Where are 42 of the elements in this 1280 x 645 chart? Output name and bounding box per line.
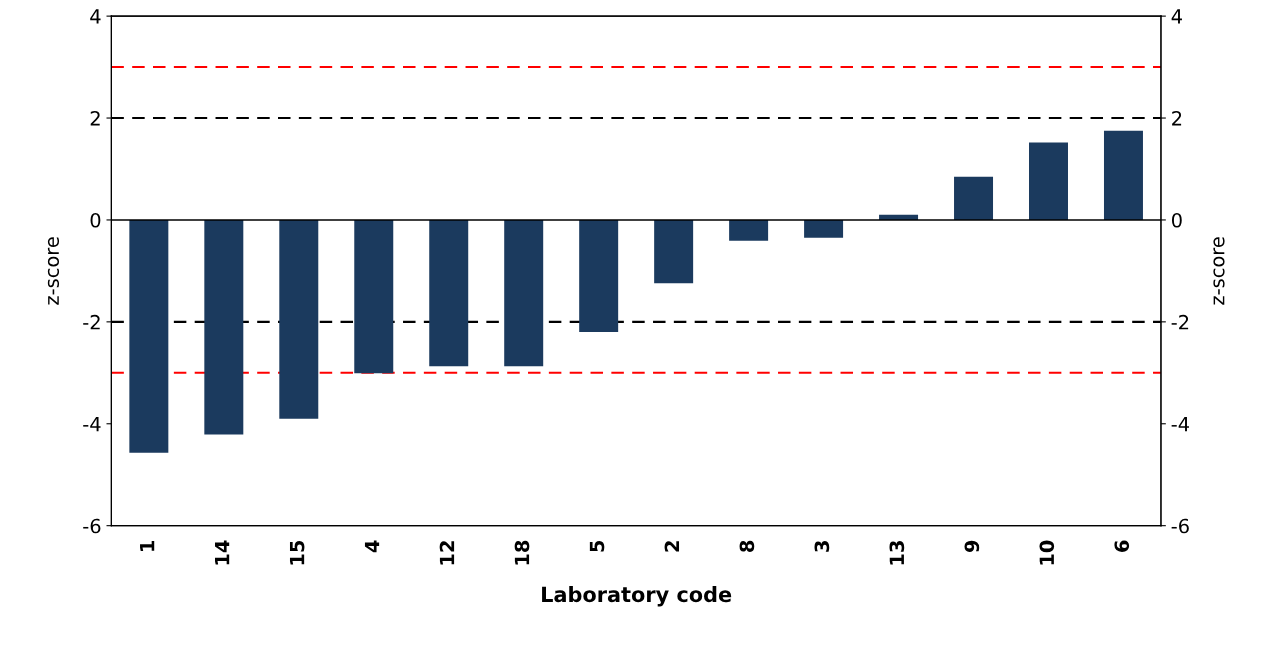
bar bbox=[129, 219, 169, 453]
y2-tick-label: 2 bbox=[1172, 110, 1182, 126]
bar bbox=[954, 176, 994, 220]
bar bbox=[1103, 130, 1143, 220]
y-tick-label: 4 bbox=[90, 9, 101, 24]
y-tick-label: -4 bbox=[83, 416, 101, 432]
y-tick-label: 0 bbox=[90, 212, 101, 228]
x-tick-label: 13 bbox=[889, 541, 905, 565]
y-tick-label: 2 bbox=[90, 110, 100, 126]
y-axis-title: z-score bbox=[47, 237, 60, 305]
x-tick-label: 12 bbox=[439, 541, 455, 565]
bar bbox=[1029, 142, 1068, 220]
y2-tick-label: 0 bbox=[1171, 212, 1182, 228]
x-tick-label: 2 bbox=[664, 541, 680, 552]
x-tick-label: 10 bbox=[1039, 540, 1055, 565]
y2-tick-label: -2 bbox=[1171, 314, 1189, 330]
x-tick-label: 8 bbox=[739, 540, 755, 552]
x-tick-label: 1 bbox=[140, 540, 155, 551]
x-axis-title: Laboratory code bbox=[542, 586, 732, 607]
y2-tick-label: -4 bbox=[1171, 416, 1189, 432]
bar bbox=[279, 219, 319, 419]
y-tick-label: -2 bbox=[83, 314, 100, 330]
bar bbox=[729, 219, 769, 241]
x-tick-label: 4 bbox=[364, 540, 380, 553]
x-tick-label: 9 bbox=[964, 540, 980, 553]
bar bbox=[204, 219, 244, 435]
bar bbox=[354, 219, 394, 374]
bar bbox=[429, 219, 469, 367]
x-tick-label: 3 bbox=[814, 541, 830, 552]
x-tick-label: 5 bbox=[589, 540, 605, 552]
bar bbox=[504, 219, 544, 367]
y2-tick-label: -6 bbox=[1171, 518, 1189, 534]
y2-tick-label: 4 bbox=[1171, 9, 1182, 24]
x-tick-label: 6 bbox=[1114, 540, 1130, 552]
bar bbox=[579, 219, 619, 333]
x-tick-label: 15 bbox=[289, 540, 305, 565]
bar bbox=[654, 219, 694, 284]
y2-axis-title: z-score bbox=[1213, 237, 1225, 305]
bar bbox=[804, 219, 844, 238]
x-tick-label: 14 bbox=[215, 540, 230, 565]
y-tick-label: -6 bbox=[83, 518, 101, 534]
x-tick-label: 18 bbox=[514, 540, 530, 565]
